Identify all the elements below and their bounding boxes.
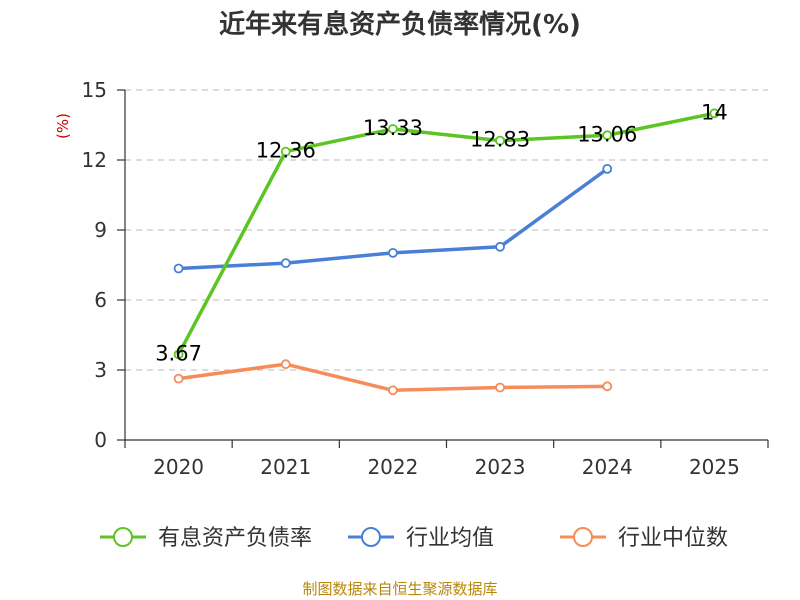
series-0 <box>173 108 720 360</box>
source-note: 制图数据来自恒生聚源数据库 <box>302 580 497 598</box>
legend-swatch-marker <box>573 527 593 547</box>
x-tick-label: 2020 <box>153 455 204 479</box>
data-label: 3.67 <box>155 341 202 365</box>
y-tick-label: 9 <box>94 218 107 242</box>
data-label: 14 <box>701 100 728 124</box>
legend-item: 行业中位数 <box>560 526 728 551</box>
y-axis-unit: (%) <box>54 113 72 139</box>
y-tick-label: 15 <box>82 78 107 102</box>
x-tick-label: 2024 <box>582 455 633 479</box>
data-point <box>602 163 613 174</box>
x-tick-label: 2022 <box>367 455 418 479</box>
legend-label: 有息资产负债率 <box>158 526 312 551</box>
data-label: 13.06 <box>577 122 637 146</box>
series-line <box>177 111 715 356</box>
x-tick-label: 2025 <box>689 455 740 479</box>
data-point <box>280 146 291 157</box>
axes: 0 3 6 9 12 15 2020 2021 2022 2023 2024 2025 <box>82 78 769 479</box>
gridlines <box>125 89 768 371</box>
data-point <box>602 381 613 392</box>
data-point <box>280 359 291 370</box>
data-point <box>280 258 291 269</box>
x-tick-label: 2021 <box>260 455 311 479</box>
data-point <box>709 108 720 119</box>
data-point <box>602 130 613 141</box>
data-point <box>173 349 184 360</box>
data-label: 12.83 <box>470 128 530 152</box>
y-tick-label: 6 <box>94 288 107 312</box>
data-point <box>495 241 505 252</box>
legend-swatch-marker <box>361 527 381 547</box>
chart-title: 近年来有息资产负债率情况(%) <box>219 9 581 40</box>
y-tick-label: 12 <box>82 148 107 172</box>
data-point <box>173 263 184 274</box>
legend-swatch-marker <box>113 527 133 547</box>
data-label: 12.36 <box>256 139 316 163</box>
legend-item: 有息资产负债率 <box>100 526 312 551</box>
legend-item: 行业均值 <box>348 526 494 551</box>
series-group <box>173 108 720 396</box>
x-tick-label: 2023 <box>475 455 526 479</box>
y-tick-label: 0 <box>94 428 107 452</box>
data-point <box>388 247 398 258</box>
data-point <box>388 385 398 396</box>
data-point <box>173 373 184 384</box>
data-point <box>495 382 505 393</box>
series-2 <box>173 359 613 396</box>
legend: 有息资产负债率 行业均值 行业中位数 <box>100 526 728 551</box>
legend-label: 行业中位数 <box>618 526 728 551</box>
data-point <box>388 124 398 134</box>
data-point <box>495 135 505 146</box>
data-labels: 3.67 12.36 13.33 12.83 13.06 14 <box>155 100 728 365</box>
y-tick-label: 3 <box>94 358 107 382</box>
data-label: 13.33 <box>363 116 423 140</box>
legend-label: 行业均值 <box>406 526 494 551</box>
series-1 <box>173 163 613 274</box>
